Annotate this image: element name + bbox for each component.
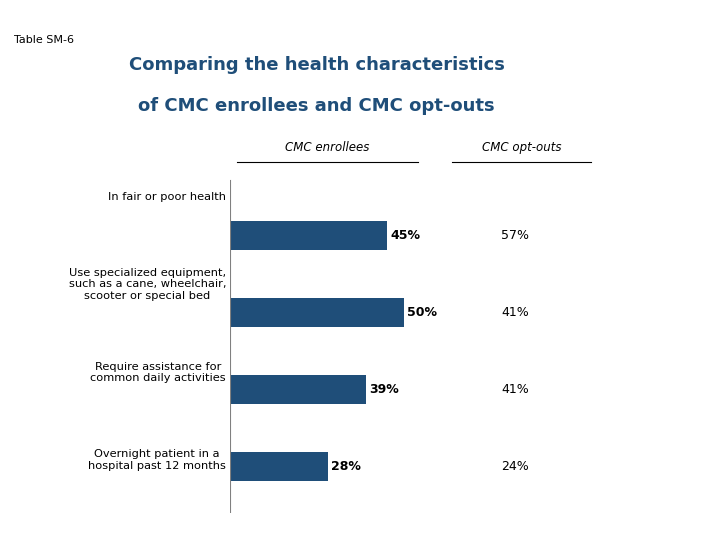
- Bar: [230, 221, 387, 250]
- Text: 41%: 41%: [501, 306, 528, 319]
- Text: Overall: Overall: [670, 27, 680, 58]
- Text: 41%: 41%: [501, 383, 528, 396]
- Text: Use specialized equipment,
such as a cane, wheelchair,
scooter or special bed: Use specialized equipment, such as a can…: [68, 268, 226, 301]
- Text: Orange: Orange: [670, 471, 680, 503]
- Text: San
Bernardino: San Bernardino: [665, 209, 685, 257]
- Text: 57%: 57%: [501, 229, 529, 242]
- Text: Table SM-6: Table SM-6: [14, 35, 74, 45]
- Text: Require assistance for
common daily activities: Require assistance for common daily acti…: [91, 362, 226, 383]
- Text: 28%: 28%: [331, 460, 361, 473]
- Text: 126: 126: [667, 524, 690, 534]
- Text: In fair or poor health: In fair or poor health: [108, 192, 226, 201]
- Text: 50%: 50%: [408, 306, 437, 319]
- Text: CMC enrollees: CMC enrollees: [285, 141, 370, 154]
- Text: Riverside: Riverside: [670, 149, 680, 190]
- Bar: [230, 298, 404, 327]
- Text: Overnight patient in a
hospital past 12 months: Overnight patient in a hospital past 12 …: [89, 449, 226, 471]
- Text: Santa
Clara: Santa Clara: [665, 347, 685, 372]
- Text: San Mateo County: San Mateo County: [267, 13, 395, 26]
- Text: San
Diego: San Diego: [665, 284, 685, 309]
- Text: San
Mateo: San Mateo: [665, 410, 685, 437]
- Bar: [230, 375, 366, 404]
- Text: Comparing the health characteristics: Comparing the health characteristics: [129, 56, 505, 73]
- Text: 24%: 24%: [501, 460, 528, 473]
- Text: CMC opt-outs: CMC opt-outs: [482, 141, 562, 154]
- Text: Los
Angeles: Los Angeles: [665, 89, 685, 123]
- Text: 39%: 39%: [369, 383, 399, 396]
- Bar: [230, 452, 328, 481]
- Text: 45%: 45%: [390, 229, 420, 242]
- Text: of CMC enrollees and CMC opt-outs: of CMC enrollees and CMC opt-outs: [138, 97, 495, 115]
